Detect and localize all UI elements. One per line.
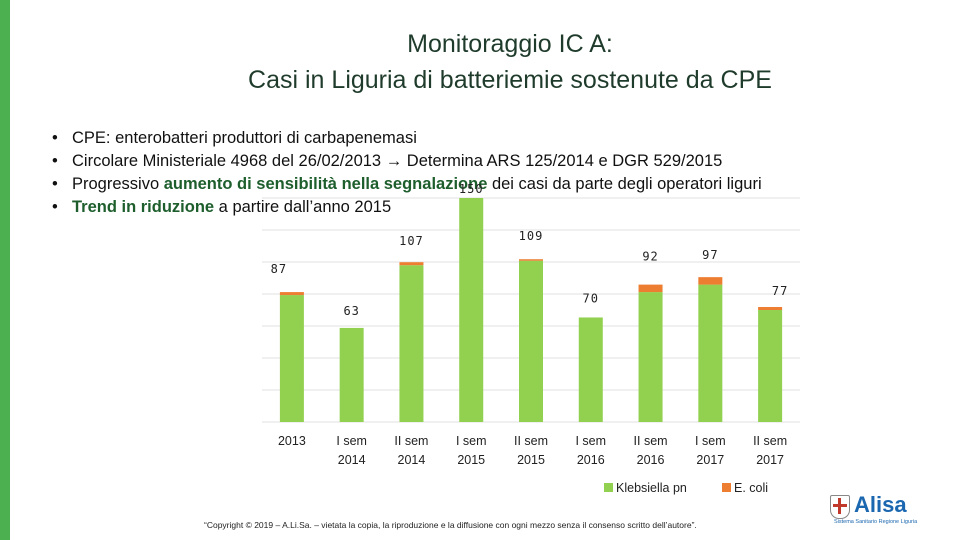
bar-klebsiella <box>638 292 663 422</box>
bullet-highlight: Trend in riduzione <box>72 198 215 216</box>
x-tick-label: 2015 <box>517 453 545 467</box>
x-tick-label: 2014 <box>338 453 366 467</box>
bar-klebsiella <box>698 284 723 422</box>
x-tick-label: II sem <box>514 434 548 448</box>
bullet-text: a partire dall’anno 2015 <box>214 198 392 216</box>
legend-label-ecoli: E. coli <box>734 481 768 495</box>
liguria-emblem-icon <box>830 495 850 519</box>
bullet-text: Determina ARS 125/2014 e DGR 529/2015 <box>402 152 723 170</box>
bullet-item-trend: • Trend in riduzione a partire dall’anno… <box>52 196 892 219</box>
alisa-logo: Alisa Sistema Sanitario Regione Liguria <box>826 492 926 532</box>
bar-ecoli <box>279 292 304 296</box>
bar-ecoli <box>698 277 723 285</box>
data-label: 107 <box>399 234 424 248</box>
legend-swatch-klebsiella <box>604 483 613 492</box>
data-label: 77 <box>772 284 788 298</box>
bar-ecoli <box>399 262 424 266</box>
bullet-item-circolare: • Circolare Ministeriale 4968 del 26/02/… <box>52 150 892 173</box>
x-tick-label: 2013 <box>278 434 306 448</box>
data-label: 63 <box>343 304 359 318</box>
bar-klebsiella <box>578 317 603 422</box>
x-tick-label: II sem <box>394 434 428 448</box>
data-label: 109 <box>519 229 544 243</box>
bar-klebsiella <box>459 198 484 422</box>
x-tick-label: I sem <box>575 434 606 448</box>
data-label: 87 <box>271 262 287 276</box>
bullet-dot: • <box>52 129 58 147</box>
legend-label-klebsiella: Klebsiella pn <box>616 481 687 495</box>
bullet-dot: • <box>52 152 58 170</box>
bullet-highlight: aumento di sensibilità nella segnalazion… <box>163 175 488 193</box>
bullet-text: Circolare Ministeriale 4968 del 26/02/20… <box>72 152 386 170</box>
bar-ecoli <box>519 259 543 261</box>
bar-klebsiella <box>758 310 783 422</box>
data-label: 150 <box>459 182 484 196</box>
data-label: 92 <box>642 250 658 264</box>
x-tick-label: II sem <box>753 434 787 448</box>
x-tick-label: 2015 <box>457 453 485 467</box>
bullet-dot: • <box>52 175 58 193</box>
logo-name: Alisa <box>854 492 907 517</box>
slide-title-line2: Casi in Liguria di batteriemie sostenute… <box>248 66 772 94</box>
x-tick-label: I sem <box>336 434 367 448</box>
left-accent-bar <box>0 0 10 540</box>
bar-klebsiella <box>279 295 304 422</box>
bullet-text: CPE: enterobatteri produttori di carbape… <box>72 129 417 147</box>
bullet-item-progressivo: • Progressivo aumento di sensibilità nel… <box>52 173 892 196</box>
bar-klebsiella <box>399 265 424 422</box>
x-tick-label: I sem <box>695 434 726 448</box>
bar-ecoli <box>758 307 783 310</box>
bullet-text: dei casi da parte degli operatori liguri <box>487 175 762 193</box>
logo-subtitle: Sistema Sanitario Regione Liguria <box>834 519 918 525</box>
bullet-dot: • <box>52 198 58 216</box>
bar-klebsiella <box>519 260 543 422</box>
x-tick-label: 2016 <box>637 453 665 467</box>
bullet-list: • CPE: enterobatteri produttori di carba… <box>52 127 892 219</box>
slide-title-line1: Monitoraggio IC A: <box>407 30 613 58</box>
bar-klebsiella <box>339 327 364 422</box>
bullet-text: Progressivo <box>72 175 164 193</box>
x-tick-label: 2014 <box>398 453 426 467</box>
x-tick-label: II sem <box>634 434 668 448</box>
legend-swatch-ecoli <box>722 483 731 492</box>
x-tick-label: 2016 <box>577 453 605 467</box>
copyright-notice: “Copyright © 2019 – A.Li.Sa. – vietata l… <box>204 520 697 530</box>
bar-ecoli <box>638 284 663 293</box>
x-tick-label: I sem <box>456 434 487 448</box>
arrow-right-icon: → <box>385 152 403 170</box>
x-tick-label: 2017 <box>756 453 784 467</box>
x-tick-label: 2017 <box>696 453 724 467</box>
data-label: 97 <box>702 248 718 262</box>
bullet-item-cpe: • CPE: enterobatteri produttori di carba… <box>52 127 892 150</box>
data-label: 70 <box>583 291 599 305</box>
